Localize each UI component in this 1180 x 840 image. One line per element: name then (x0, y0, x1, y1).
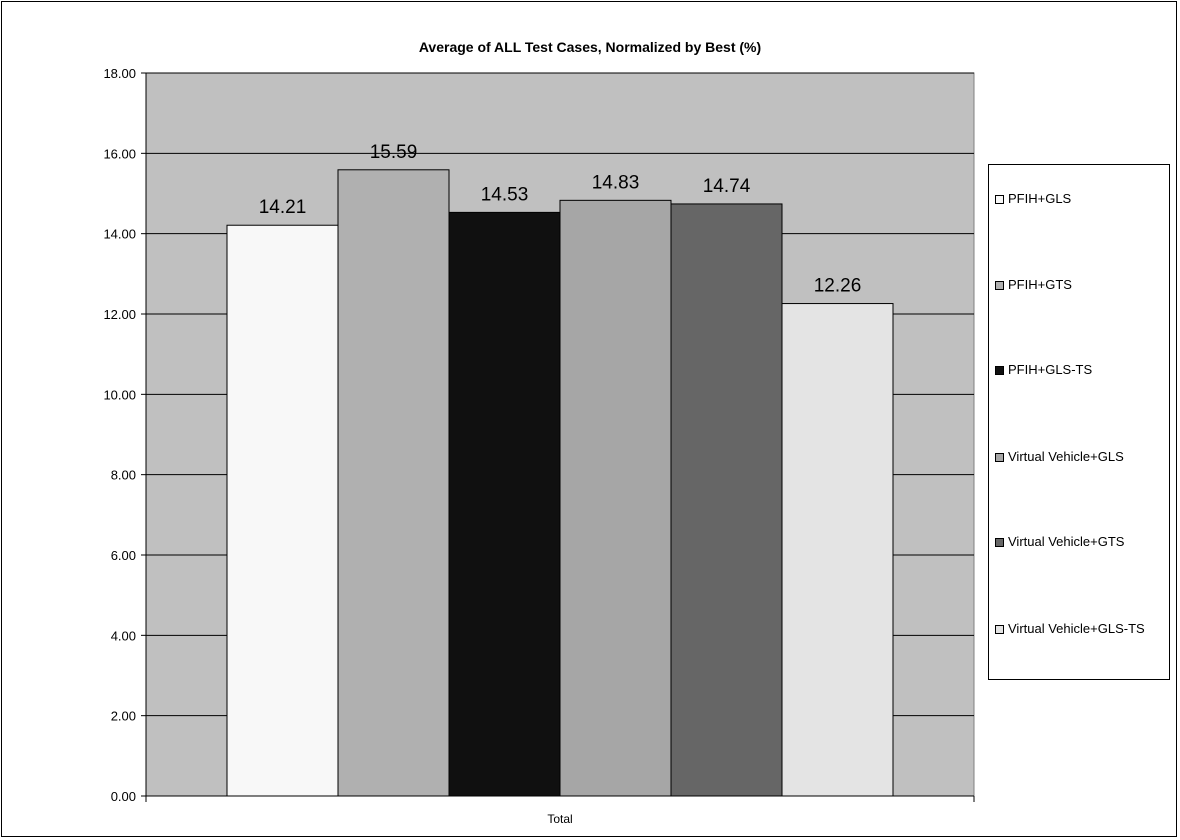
legend-label: Virtual Vehicle+GLS (1008, 449, 1124, 464)
bar (337, 169, 450, 797)
legend-swatch (995, 538, 1004, 547)
legend-item: Virtual Vehicle+GTS (995, 534, 1165, 550)
legend-item: PFIH+GLS (995, 191, 1165, 207)
bar (781, 303, 894, 797)
legend-swatch (995, 195, 1004, 204)
data-label: 14.53 (481, 184, 529, 205)
legend-item: Virtual Vehicle+GLS (995, 449, 1165, 465)
bar (559, 199, 672, 797)
data-label: 14.21 (259, 197, 307, 218)
data-label: 12.26 (814, 276, 862, 297)
y-tick-label: 14.00 (103, 227, 136, 242)
legend-label: PFIH+GLS (1008, 191, 1072, 206)
legend-swatch (995, 625, 1004, 634)
y-tick-label: 2.00 (111, 709, 136, 724)
legend-swatch (995, 453, 1004, 462)
bar (226, 224, 339, 797)
x-category-label: Total (547, 812, 572, 826)
legend-swatch (995, 281, 1004, 290)
y-tick-label: 6.00 (111, 548, 136, 563)
bar (670, 203, 783, 797)
y-tick-label: 16.00 (103, 146, 136, 161)
legend-item: Virtual Vehicle+GLS-TS (995, 621, 1165, 637)
data-label: 14.74 (703, 176, 751, 197)
legend-item: PFIH+GLS-TS (995, 362, 1165, 378)
y-tick-label: 10.00 (103, 387, 136, 402)
y-tick-label: 12.00 (103, 307, 136, 322)
legend-swatch (995, 366, 1004, 375)
data-label: 14.83 (592, 172, 640, 193)
legend-item: PFIH+GTS (995, 277, 1165, 293)
legend-label: PFIH+GTS (1008, 277, 1072, 292)
legend-label: Virtual Vehicle+GTS (1008, 534, 1125, 549)
y-tick-label: 8.00 (111, 468, 136, 483)
legend: PFIH+GLS PFIH+GTS PFIH+GLS-TS Virtual Vehic… (988, 164, 1170, 680)
y-tick-label: 18.00 (103, 66, 136, 81)
y-tick-label: 0.00 (111, 789, 136, 804)
legend-label: PFIH+GLS-TS (1008, 362, 1093, 377)
bar (448, 211, 561, 797)
y-tick-label: 4.00 (111, 628, 136, 643)
chart-title: Average of ALL Test Cases, Normalized by… (419, 39, 761, 55)
legend-label: Virtual Vehicle+GLS-TS (1008, 621, 1145, 636)
data-label: 15.59 (370, 142, 418, 163)
